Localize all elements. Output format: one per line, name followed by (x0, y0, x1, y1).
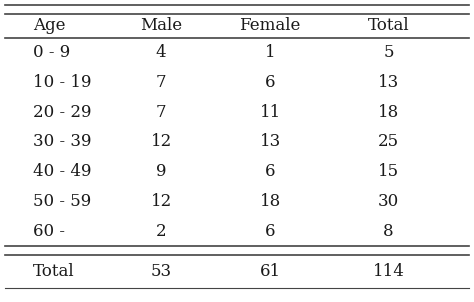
Text: 40 - 49: 40 - 49 (33, 163, 91, 180)
Text: 7: 7 (156, 104, 166, 121)
Text: 13: 13 (378, 74, 399, 91)
Text: 20 - 29: 20 - 29 (33, 104, 91, 121)
Text: 8: 8 (383, 223, 394, 240)
Text: 15: 15 (378, 163, 399, 180)
Text: 6: 6 (265, 74, 275, 91)
Text: 12: 12 (151, 193, 172, 210)
Text: 30: 30 (378, 193, 399, 210)
Text: Age: Age (33, 17, 66, 34)
Text: 25: 25 (378, 133, 399, 150)
Text: Total: Total (368, 17, 410, 34)
Text: 30 - 39: 30 - 39 (33, 133, 91, 150)
Text: 2: 2 (156, 223, 166, 240)
Text: 9: 9 (156, 163, 166, 180)
Text: Total: Total (33, 263, 75, 280)
Text: 0 - 9: 0 - 9 (33, 44, 71, 61)
Text: 114: 114 (373, 263, 405, 280)
Text: 1: 1 (265, 44, 275, 61)
Text: 60 -: 60 - (33, 223, 65, 240)
Text: 12: 12 (151, 133, 172, 150)
Text: 6: 6 (265, 163, 275, 180)
Text: 4: 4 (156, 44, 166, 61)
Text: 61: 61 (260, 263, 281, 280)
Text: 18: 18 (378, 104, 399, 121)
Text: 5: 5 (383, 44, 394, 61)
Text: Male: Male (140, 17, 182, 34)
Text: 18: 18 (260, 193, 281, 210)
Text: 53: 53 (151, 263, 172, 280)
Text: 6: 6 (265, 223, 275, 240)
Text: 10 - 19: 10 - 19 (33, 74, 91, 91)
Text: 13: 13 (260, 133, 281, 150)
Text: 50 - 59: 50 - 59 (33, 193, 91, 210)
Text: 11: 11 (260, 104, 281, 121)
Text: Female: Female (239, 17, 301, 34)
Text: 7: 7 (156, 74, 166, 91)
